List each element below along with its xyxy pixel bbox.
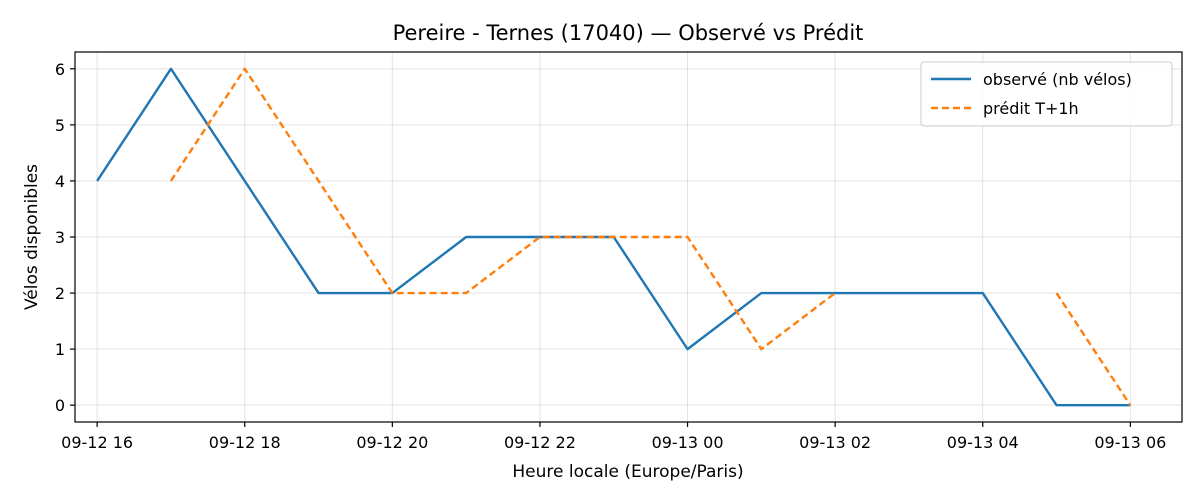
x-tick-label: 09-12 22 (504, 433, 576, 452)
series-lines (96, 67, 1132, 407)
x-tick-label: 09-13 02 (799, 433, 871, 452)
series-line-predit (1055, 292, 1132, 406)
legend: observé (nb vélos) prédit T+1h (920, 61, 1173, 127)
y-tick-label: 1 (55, 340, 65, 359)
series-line-predit (169, 67, 836, 351)
legend-box (920, 61, 1173, 127)
y-tick-label: 0 (55, 396, 65, 415)
legend-label-observe: observé (nb vélos) (983, 70, 1132, 89)
x-tick-label: 09-12 16 (61, 433, 133, 452)
x-tick-label: 09-13 06 (1094, 433, 1166, 452)
x-tick-label: 09-12 20 (356, 433, 428, 452)
x-axis-label: Heure locale (Europe/Paris) (512, 462, 743, 482)
x-tick-label: 09-13 04 (947, 433, 1019, 452)
y-tick-label: 4 (55, 172, 65, 191)
y-tick-label: 6 (55, 60, 65, 79)
axis-ticks: 09-12 16 09-12 18 09-12 20 09-12 22 09-13 00… (55, 60, 1166, 452)
y-tick-label: 3 (55, 228, 65, 247)
y-tick-label: 2 (55, 284, 65, 303)
y-tick-label: 5 (55, 116, 65, 135)
y-axis-label: Vélos disponibles (22, 164, 42, 310)
x-tick-label: 09-13 00 (652, 433, 724, 452)
legend-label-predit: prédit T+1h (983, 99, 1079, 118)
x-tick-label: 09-12 18 (209, 433, 281, 452)
chart-title: Pereire - Ternes (17040) — Observé vs Pr… (393, 21, 864, 45)
